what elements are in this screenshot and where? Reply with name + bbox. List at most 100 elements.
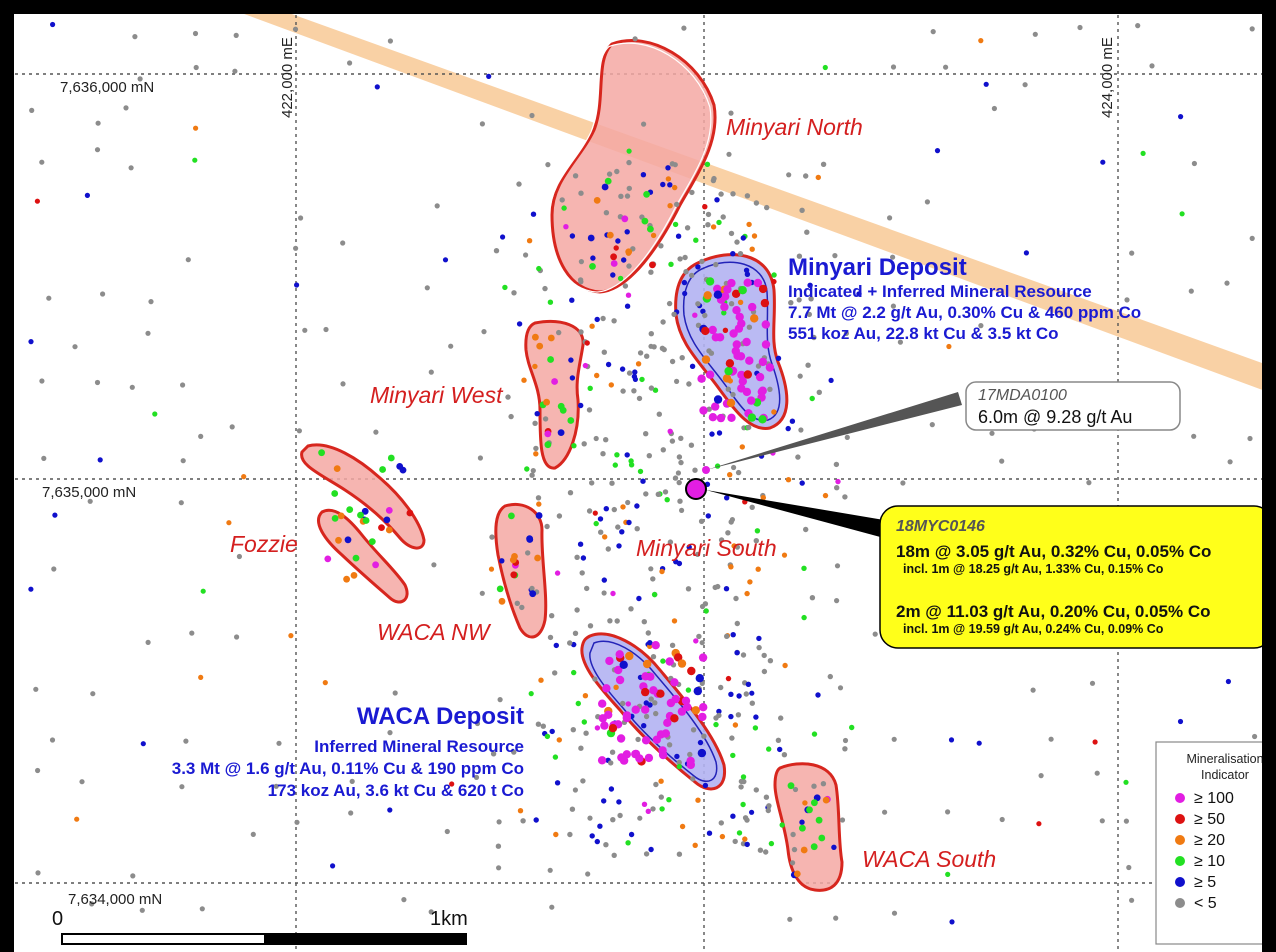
drill-collar bbox=[737, 299, 744, 305]
drill-collar bbox=[834, 563, 841, 569]
drill-collar bbox=[374, 84, 380, 90]
drill-collar bbox=[637, 350, 644, 356]
drill-collar bbox=[611, 318, 617, 324]
drill-collar bbox=[614, 665, 623, 675]
drill-collar bbox=[387, 807, 393, 813]
drill-collar bbox=[872, 631, 878, 637]
drill-collar bbox=[900, 480, 906, 486]
drill-collar bbox=[781, 752, 788, 758]
drill-collar bbox=[790, 860, 796, 866]
legend-label: ≥ 20 bbox=[1194, 832, 1225, 849]
drill-collar bbox=[697, 739, 704, 746]
drill-collar bbox=[233, 32, 239, 39]
minyari-deposit-line-1: Indicated + Inferred Mineral Resource bbox=[788, 282, 1092, 301]
drill-collar bbox=[811, 731, 818, 737]
drill-collar bbox=[801, 614, 807, 621]
drill-collar bbox=[711, 175, 717, 182]
drill-collar bbox=[745, 681, 752, 687]
drill-collar bbox=[572, 787, 579, 793]
drill-collar bbox=[526, 238, 533, 244]
drill-collar bbox=[610, 253, 617, 261]
drill-collar bbox=[637, 468, 644, 475]
drill-collar bbox=[810, 843, 818, 851]
drill-collar bbox=[646, 672, 655, 681]
callout-18myc0146: 18MYC0146 18m @ 3.05 g/t Au, 0.32% Cu, 0… bbox=[879, 505, 1273, 649]
drill-collar bbox=[28, 586, 34, 592]
drill-collar bbox=[540, 723, 546, 729]
drill-collar bbox=[490, 751, 497, 757]
drill-collar bbox=[983, 81, 989, 87]
drill-collar bbox=[594, 838, 600, 845]
drill-collar bbox=[731, 346, 740, 356]
drill-collar bbox=[1077, 24, 1083, 31]
drill-collar bbox=[787, 916, 793, 922]
drill-collar bbox=[695, 551, 701, 558]
drill-collar bbox=[641, 736, 651, 745]
drill-collar bbox=[525, 550, 531, 556]
drill-collar bbox=[672, 184, 678, 191]
drill-collar bbox=[625, 701, 631, 707]
drill-collar bbox=[679, 823, 686, 830]
drill-collar bbox=[647, 640, 653, 646]
drill-collar bbox=[587, 815, 593, 821]
drill-collar bbox=[724, 495, 730, 501]
drill-collar bbox=[385, 507, 393, 514]
drill-collar bbox=[608, 760, 614, 766]
drill-collar bbox=[761, 668, 768, 675]
drill-collar bbox=[660, 447, 666, 453]
drill-collar bbox=[658, 746, 667, 755]
drill-collar bbox=[721, 292, 730, 301]
drill-collar bbox=[601, 798, 607, 804]
drill-collar bbox=[790, 831, 796, 838]
drill-collar bbox=[749, 504, 755, 510]
drill-collar bbox=[643, 659, 652, 669]
drill-collar bbox=[667, 182, 673, 188]
drill-collar bbox=[807, 282, 813, 288]
drill-collar bbox=[567, 640, 573, 646]
drill-collar bbox=[535, 512, 543, 519]
drill-collar bbox=[532, 420, 538, 426]
drill-collar bbox=[608, 724, 618, 733]
drill-collar bbox=[945, 809, 951, 815]
drill-collar bbox=[581, 719, 587, 725]
easting-label-424000: 424,000 mE bbox=[1099, 37, 1116, 118]
drill-collar bbox=[511, 749, 517, 755]
drill-collar bbox=[722, 327, 729, 333]
drill-collar bbox=[837, 685, 844, 691]
drill-collar bbox=[524, 466, 530, 472]
drill-collar bbox=[52, 512, 58, 518]
drill-collar bbox=[666, 742, 673, 748]
drill-collar bbox=[818, 834, 826, 842]
drill-collar bbox=[842, 494, 848, 500]
drill-collar bbox=[676, 479, 682, 486]
drill-collar bbox=[682, 290, 688, 297]
drill-collar bbox=[372, 561, 379, 569]
drill-collar bbox=[625, 651, 634, 661]
drill-collar bbox=[378, 524, 385, 531]
prospect-waca-south: WACA South bbox=[862, 846, 996, 872]
drill-collar bbox=[731, 289, 741, 298]
drill-collar bbox=[648, 269, 654, 275]
drill-collar bbox=[835, 478, 841, 485]
drill-collar bbox=[658, 778, 664, 784]
drill-collar bbox=[589, 263, 596, 270]
drill-collar bbox=[676, 454, 683, 460]
drill-collar bbox=[579, 570, 585, 576]
drill-collar bbox=[35, 870, 41, 876]
drill-collar bbox=[603, 210, 610, 216]
drill-collar bbox=[619, 529, 625, 535]
drill-collar bbox=[568, 357, 574, 363]
drill-collar bbox=[401, 897, 407, 903]
drill-collar bbox=[658, 794, 664, 800]
drill-collar bbox=[229, 424, 235, 430]
drill-collar bbox=[777, 746, 783, 753]
drill-collar bbox=[628, 606, 634, 612]
drill-collar bbox=[1178, 114, 1184, 120]
drill-collar bbox=[1249, 26, 1255, 32]
drill-collar bbox=[656, 689, 665, 698]
drill-collar bbox=[575, 700, 581, 707]
drill-collar bbox=[624, 452, 630, 458]
drill-collar bbox=[1252, 733, 1258, 740]
drill-collar bbox=[298, 215, 304, 221]
drill-collar bbox=[538, 677, 544, 683]
